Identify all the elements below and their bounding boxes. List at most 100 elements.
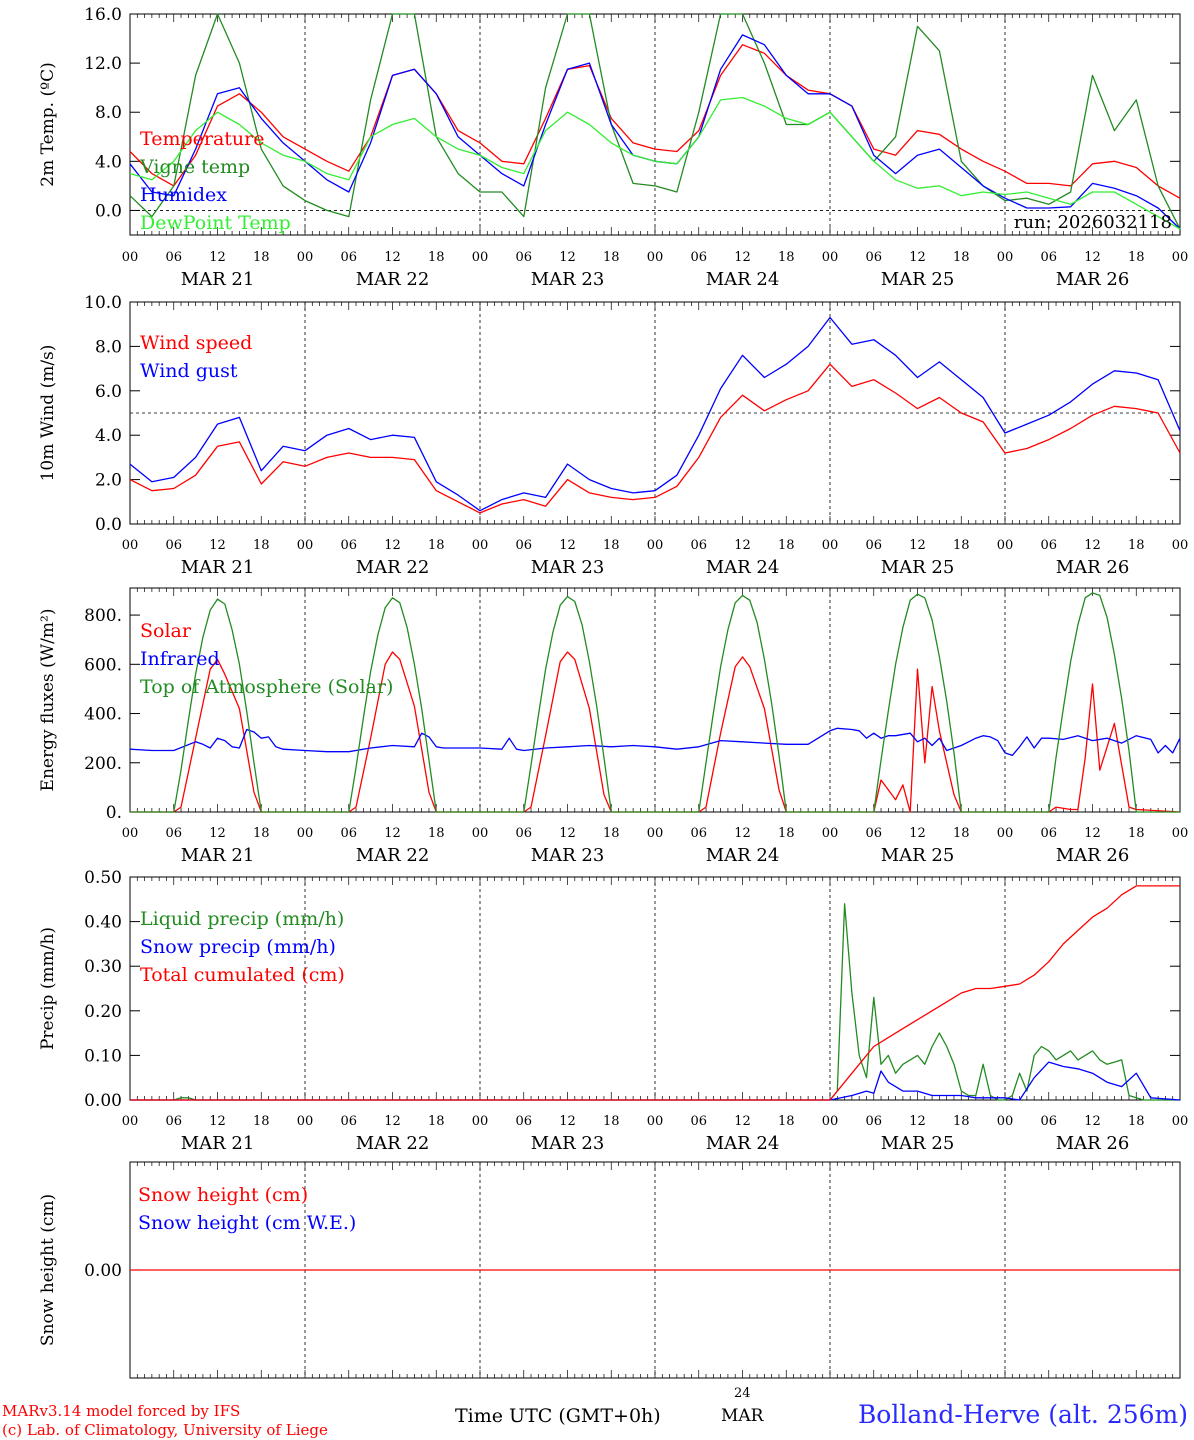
day-label: MAR 25 bbox=[881, 845, 955, 866]
x-tick-label: 00 bbox=[122, 250, 139, 265]
x-tick-label: 06 bbox=[165, 826, 182, 841]
panel-frame bbox=[129, 587, 1181, 813]
y-tick-label: 0.40 bbox=[84, 913, 122, 933]
day-label: MAR 26 bbox=[1056, 557, 1130, 578]
y-axis-label: Precip (mm/h) bbox=[38, 927, 58, 1050]
y-tick-label: 800. bbox=[84, 606, 122, 626]
series-line bbox=[130, 885, 1180, 1101]
x-tick-label: 12 bbox=[1084, 250, 1101, 265]
date-marker-month: MAR bbox=[721, 1406, 764, 1426]
legend-entry: Infrared bbox=[140, 648, 220, 670]
day-label: MAR 22 bbox=[356, 557, 430, 578]
x-tick-label: 06 bbox=[690, 250, 707, 265]
series-line bbox=[130, 592, 1180, 813]
x-tick-label: 06 bbox=[165, 250, 182, 265]
x-tick-label: 12 bbox=[909, 1114, 926, 1129]
x-tick-label: 12 bbox=[559, 1114, 576, 1129]
x-tick-label: 06 bbox=[1040, 538, 1057, 553]
x-tick-label: 00 bbox=[647, 538, 664, 553]
y-tick-label: 200. bbox=[84, 754, 122, 774]
legend-entry: Liquid precip (mm/h) bbox=[140, 908, 344, 930]
day-label: MAR 21 bbox=[181, 269, 255, 290]
y-tick-label: 0.50 bbox=[84, 868, 122, 888]
x-tick-label: 18 bbox=[603, 538, 620, 553]
x-tick-label: 00 bbox=[472, 826, 489, 841]
x-tick-label: 18 bbox=[603, 250, 620, 265]
day-label: MAR 23 bbox=[531, 269, 605, 290]
x-tick-label: 12 bbox=[734, 1114, 751, 1129]
x-tick-label: 18 bbox=[778, 1114, 795, 1129]
x-tick-label: 00 bbox=[122, 1114, 139, 1129]
x-tick-label: 12 bbox=[384, 538, 401, 553]
x-tick-label: 06 bbox=[340, 250, 357, 265]
x-tick-label: 00 bbox=[472, 538, 489, 553]
x-tick-label: 06 bbox=[1040, 826, 1057, 841]
day-label: MAR 24 bbox=[706, 269, 780, 290]
y-tick-label: 8.0 bbox=[95, 103, 122, 123]
run-annotation: run: 2026032118 bbox=[1014, 212, 1172, 233]
x-tick-label: 06 bbox=[865, 250, 882, 265]
x-tick-label: 12 bbox=[559, 826, 576, 841]
day-label: MAR 22 bbox=[356, 1133, 430, 1154]
x-tick-label: 12 bbox=[1084, 538, 1101, 553]
x-tick-label: 06 bbox=[165, 1114, 182, 1129]
day-label: MAR 26 bbox=[1056, 269, 1130, 290]
x-tick-label: 06 bbox=[515, 250, 532, 265]
x-tick-label: 18 bbox=[953, 826, 970, 841]
y-tick-label: 0.30 bbox=[84, 957, 122, 977]
legend-entry: Total cumulated (cm) bbox=[140, 964, 345, 986]
y-axis-label: Snow height (cm) bbox=[38, 1194, 58, 1346]
legend-entry: Snow height (cm W.E.) bbox=[138, 1212, 356, 1234]
day-label: MAR 22 bbox=[356, 845, 430, 866]
x-tick-label: 18 bbox=[253, 538, 270, 553]
x-tick-label: 18 bbox=[253, 1114, 270, 1129]
y-tick-label: 0.10 bbox=[84, 1046, 122, 1066]
y-tick-label: 16.0 bbox=[84, 5, 122, 25]
y-axis-label: 10m Wind (m/s) bbox=[38, 345, 58, 482]
series-line bbox=[129, 363, 1181, 514]
y-tick-label: 2.0 bbox=[95, 471, 122, 491]
day-label: MAR 25 bbox=[881, 269, 955, 290]
x-tick-label: 18 bbox=[1128, 1114, 1145, 1129]
y-tick-label: 4.0 bbox=[95, 152, 122, 172]
x-tick-label: 00 bbox=[297, 1114, 314, 1129]
time-axis-label: Time UTC (GMT+0h) bbox=[455, 1405, 661, 1427]
day-label: MAR 24 bbox=[706, 557, 780, 578]
model-credit: MARv3.14 model forced by IFS bbox=[2, 1402, 241, 1420]
day-label: MAR 21 bbox=[181, 845, 255, 866]
x-tick-label: 18 bbox=[603, 826, 620, 841]
x-tick-label: 12 bbox=[734, 538, 751, 553]
x-tick-label: 18 bbox=[953, 250, 970, 265]
x-tick-label: 00 bbox=[122, 826, 139, 841]
day-label: MAR 23 bbox=[531, 557, 605, 578]
x-tick-label: 06 bbox=[865, 826, 882, 841]
x-tick-label: 00 bbox=[647, 250, 664, 265]
x-tick-label: 18 bbox=[253, 826, 270, 841]
series-line bbox=[129, 13, 1181, 230]
day-label: MAR 26 bbox=[1056, 845, 1130, 866]
y-tick-label: 12.0 bbox=[84, 54, 122, 74]
y-tick-label: 0.0 bbox=[95, 201, 122, 221]
day-label: MAR 25 bbox=[881, 557, 955, 578]
x-tick-label: 18 bbox=[603, 1114, 620, 1129]
x-tick-label: 18 bbox=[428, 826, 445, 841]
x-tick-label: 18 bbox=[778, 826, 795, 841]
x-tick-label: 00 bbox=[472, 250, 489, 265]
x-tick-label: 12 bbox=[559, 538, 576, 553]
legend-entry: Snow height (cm) bbox=[138, 1184, 308, 1206]
x-tick-label: 00 bbox=[822, 1114, 839, 1129]
x-tick-label: 00 bbox=[997, 826, 1014, 841]
x-tick-label: 12 bbox=[384, 250, 401, 265]
x-tick-label: 06 bbox=[340, 1114, 357, 1129]
x-tick-label: 18 bbox=[428, 1114, 445, 1129]
x-tick-label: 12 bbox=[909, 826, 926, 841]
x-tick-label: 06 bbox=[515, 826, 532, 841]
x-tick-label: 06 bbox=[515, 1114, 532, 1129]
x-tick-label: 00 bbox=[1172, 250, 1189, 265]
x-tick-label: 00 bbox=[997, 1114, 1014, 1129]
y-tick-label: 0.20 bbox=[84, 1002, 122, 1022]
x-tick-label: 12 bbox=[384, 826, 401, 841]
day-label: MAR 23 bbox=[531, 845, 605, 866]
station-name: Bolland-Herve (alt. 256m) bbox=[857, 1400, 1188, 1429]
